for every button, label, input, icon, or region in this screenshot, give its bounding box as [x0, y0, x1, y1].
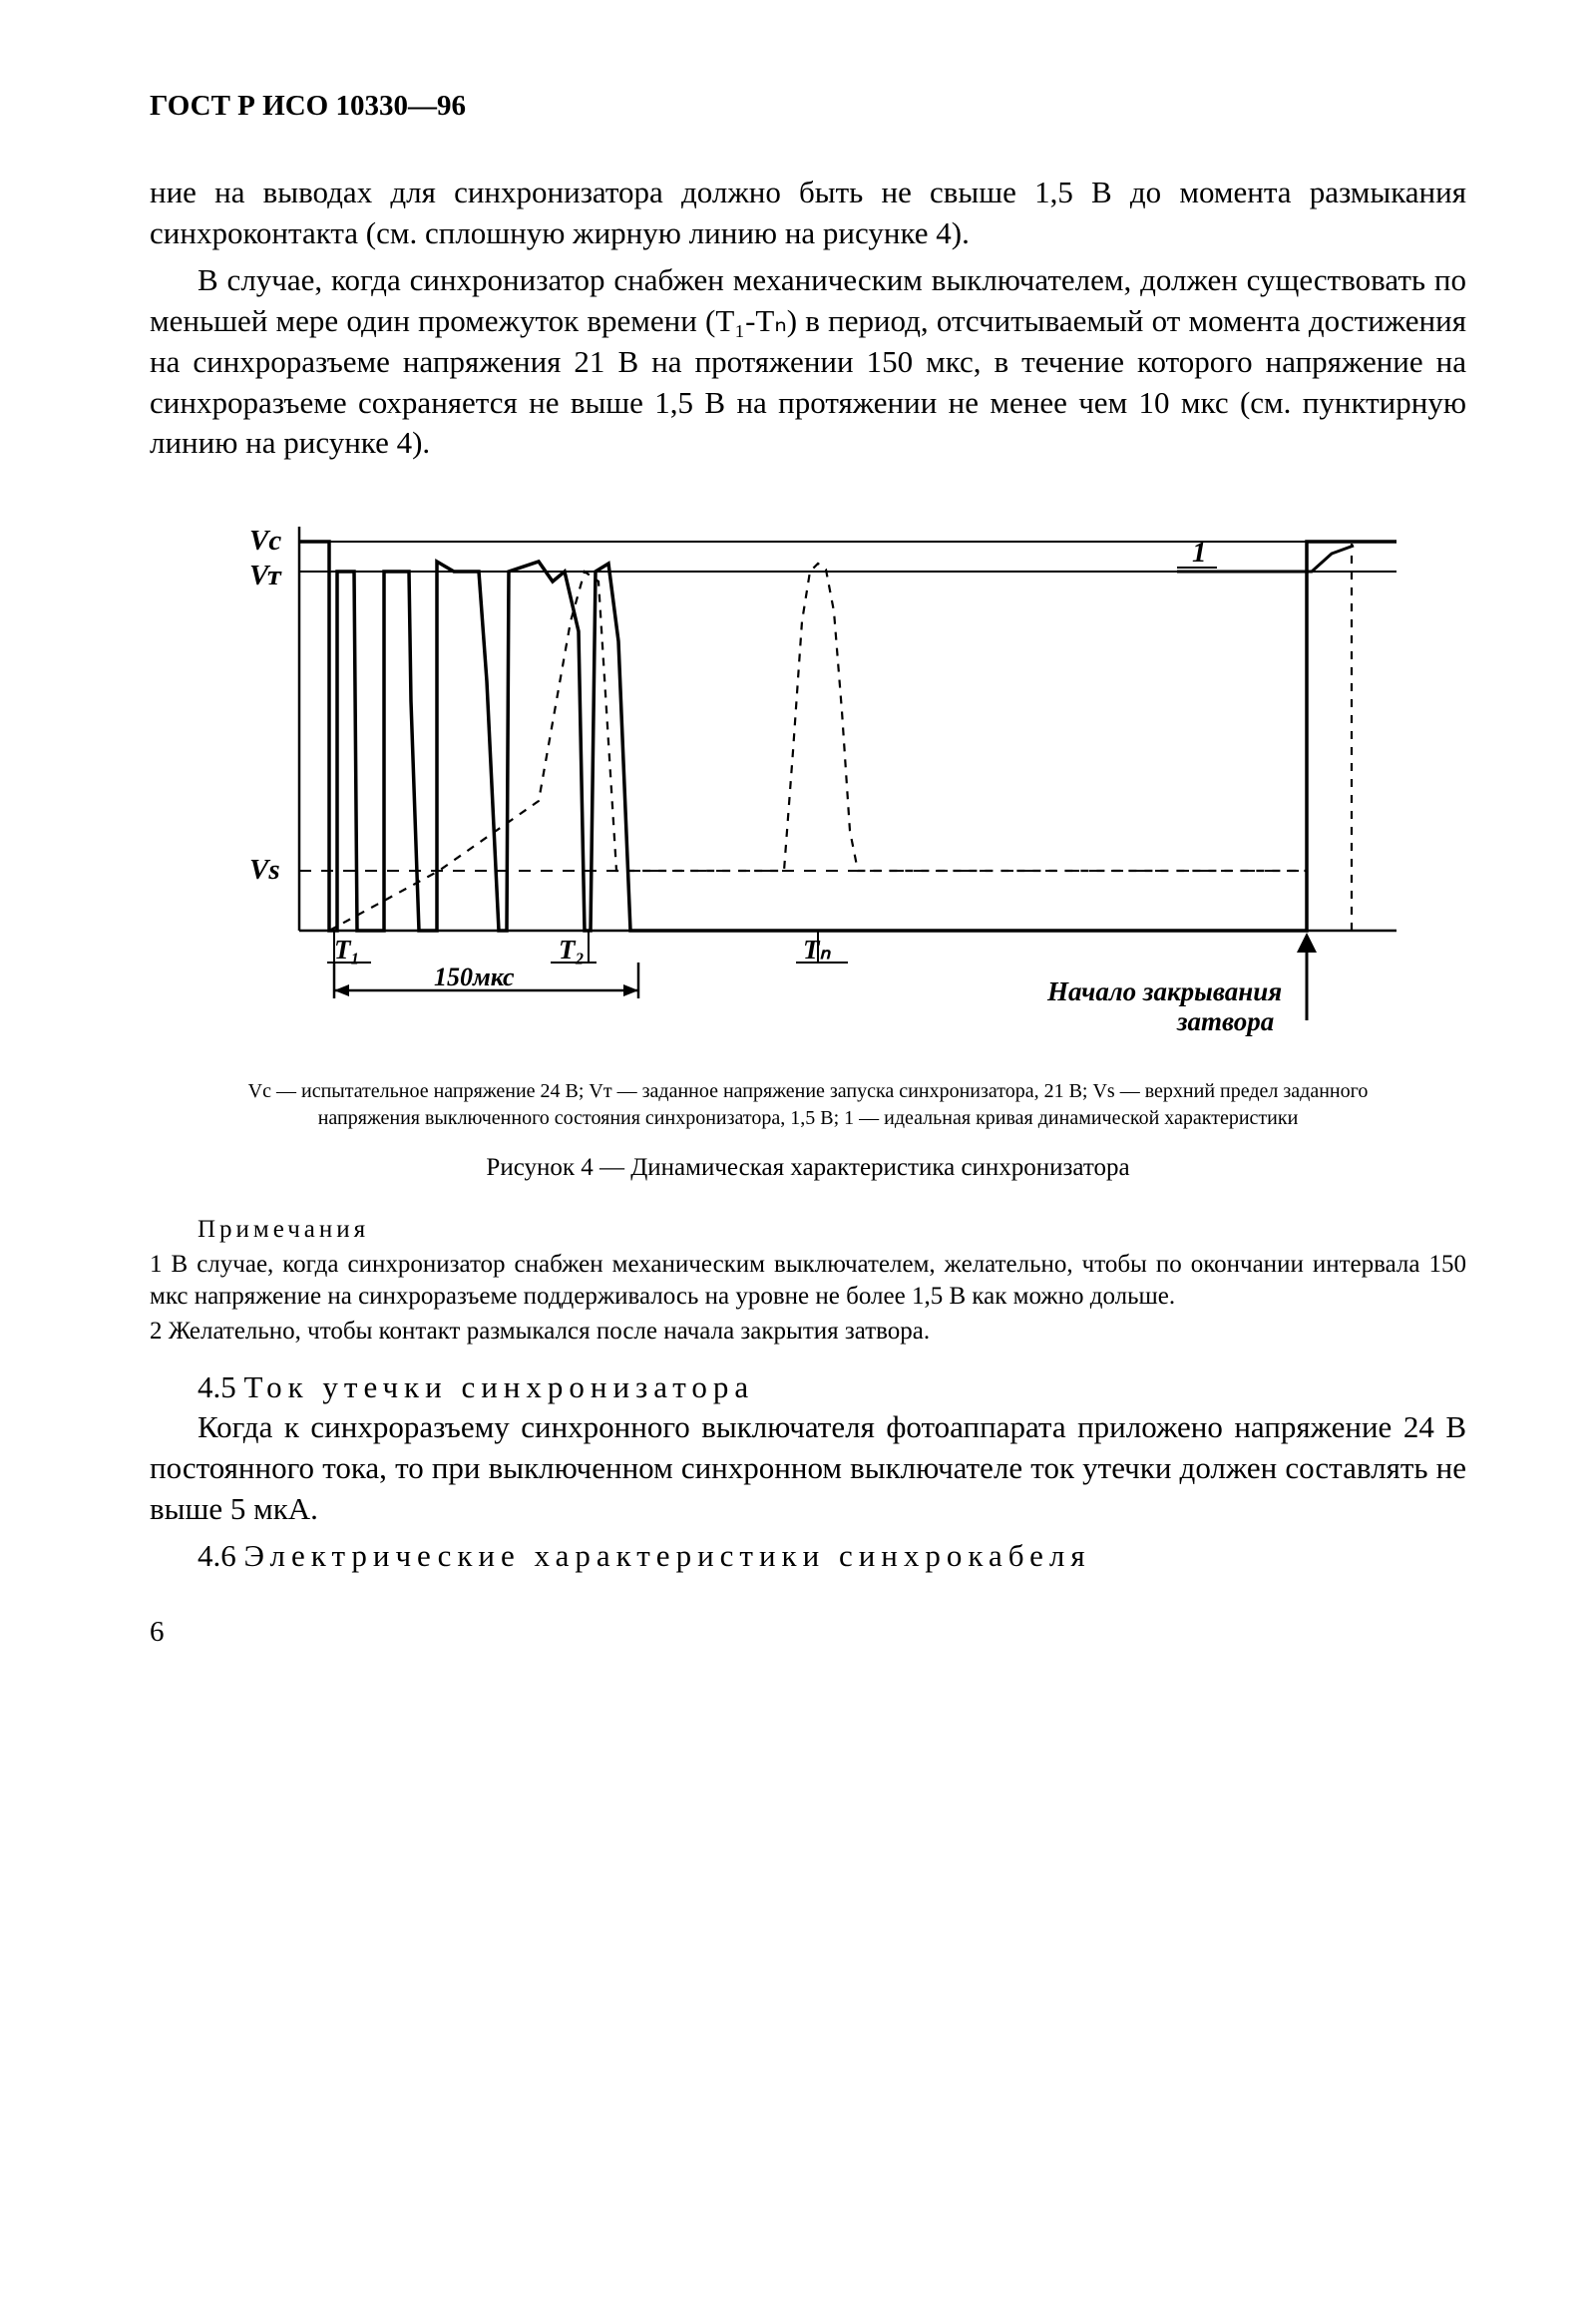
figure-4: 1 Vc Vᴛ Vs T₁ T₂ Tₙ 150мкс — [150, 502, 1466, 1182]
section-4-6-heading: Электрические характеристики синхрокабел… — [244, 1538, 1091, 1573]
section-4-5-paragraph: Когда к синхроразъему синхронного выключ… — [150, 1407, 1466, 1530]
span-arrow-right — [623, 984, 638, 996]
figure-svg: 1 Vc Vᴛ Vs T₁ T₂ Tₙ 150мкс — [180, 502, 1436, 1060]
figure-caption: Рисунок 4 — Динамическая характеристика … — [150, 1154, 1466, 1182]
vt-label: Vᴛ — [249, 560, 282, 591]
solid-trace-burst — [299, 542, 646, 931]
section-4-5-heading: Ток утечки синхронизатора — [244, 1369, 755, 1404]
vc-label: Vc — [249, 525, 281, 557]
page-number: 6 — [150, 1616, 1466, 1649]
t1-label: T₁ — [334, 935, 360, 965]
solid-trace-tail — [646, 542, 1396, 931]
shutter-arrow-head — [1297, 933, 1317, 953]
paragraph: В случае, когда синхронизатор снабжен ме… — [150, 260, 1466, 465]
notes: Примечания 1 В случае, когда синхронизат… — [150, 1214, 1466, 1348]
section-4-6-num: 4.6 — [198, 1538, 244, 1573]
body-text: ние на выводах для синхронизатора должно… — [150, 173, 1466, 464]
section-4-5-title: 4.5 Ток утечки синхронизатора — [150, 1369, 1466, 1405]
span-label: 150мкс — [434, 963, 515, 991]
vs-label: Vs — [249, 854, 280, 886]
section-4-5-body: Когда к синхроразъему синхронного выключ… — [150, 1407, 1466, 1530]
figure-legend: Vc — испытательное напряжение 24 В; Vᴛ —… — [209, 1078, 1406, 1132]
t2-label: T₂ — [559, 935, 585, 965]
notes-title: Примечания — [150, 1214, 1466, 1247]
standard-header: ГОСТ Р ИСО 10330—96 — [150, 90, 1466, 123]
page: ГОСТ Р ИСО 10330—96 ние на выводах для с… — [0, 0, 1596, 1739]
note-2: 2 Желательно, чтобы контакт размыкался п… — [150, 1316, 1466, 1349]
section-4-6-title: 4.6 Электрические характеристики синхрок… — [150, 1538, 1466, 1574]
paragraph-continuation: ние на выводах для синхронизатора должно… — [150, 173, 1466, 254]
section-4-5-num: 4.5 — [198, 1369, 244, 1404]
note-1: 1 В случае, когда синхронизатор снабжен … — [150, 1249, 1466, 1314]
span-arrow-left — [334, 984, 349, 996]
shutter-label-1: Начало закрывания — [1046, 976, 1282, 1006]
dashed-trace — [329, 564, 1307, 931]
shutter-label-2: затвора — [1176, 1006, 1274, 1036]
curve1-label: 1 — [1192, 537, 1207, 569]
